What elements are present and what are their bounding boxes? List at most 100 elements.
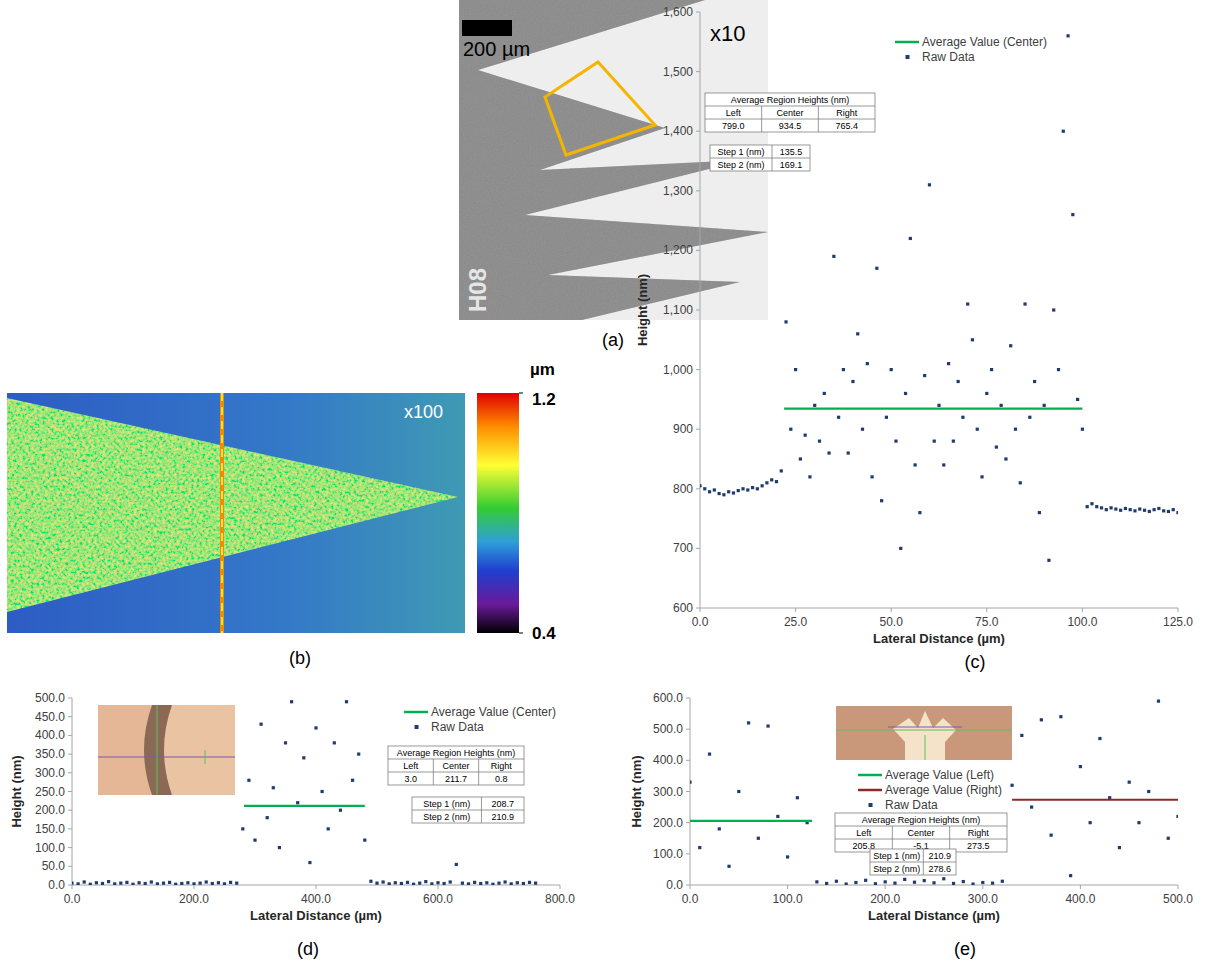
y-tick-label: 1,400 xyxy=(663,124,693,138)
colorbar-unit: µm xyxy=(530,360,555,379)
legend: Average Value (Center)Raw Data xyxy=(895,35,1047,64)
y-tick xyxy=(68,754,72,755)
x-tick-label: 500.0 xyxy=(1163,892,1193,906)
data-point xyxy=(913,881,916,884)
table-cell: 765.4 xyxy=(835,121,858,131)
data-point xyxy=(156,882,159,885)
table-cell: 278.6 xyxy=(928,864,951,874)
data-point xyxy=(698,846,701,849)
data-point xyxy=(272,786,275,789)
data-point xyxy=(1000,404,1003,407)
panel-a: 200 µmx10H08(a) xyxy=(459,0,768,350)
y-tick-label: 1,600 xyxy=(663,5,693,19)
data-point xyxy=(1133,509,1136,512)
data-point xyxy=(461,882,464,885)
inset-profile-line xyxy=(98,756,235,757)
x-tick xyxy=(700,608,701,612)
height-map-film xyxy=(7,398,458,612)
data-point xyxy=(690,781,692,784)
data-point xyxy=(732,491,735,494)
inset-micrograph xyxy=(893,711,956,760)
x-tick-label: 25.0 xyxy=(784,615,808,629)
data-point xyxy=(162,882,165,885)
y-tick xyxy=(696,429,700,430)
data-point xyxy=(1118,846,1121,849)
data-point xyxy=(406,881,409,884)
panel-label: (c) xyxy=(965,652,986,672)
table-cell: 934.5 xyxy=(779,121,802,131)
y-tick xyxy=(68,735,72,736)
data-point xyxy=(138,881,141,884)
average-line xyxy=(690,820,812,822)
data-point xyxy=(290,700,293,703)
data-point xyxy=(1050,834,1053,837)
data-point xyxy=(796,796,799,799)
y-tick xyxy=(68,810,72,811)
plot-data xyxy=(700,34,1178,562)
table-header: Left xyxy=(856,828,872,838)
table-rule xyxy=(478,759,479,785)
data-point xyxy=(1028,416,1031,419)
data-point xyxy=(866,362,869,365)
y-tick-label: 300.0 xyxy=(35,766,65,780)
table-rule xyxy=(835,839,1007,840)
table-rule xyxy=(870,862,956,863)
data-point xyxy=(914,463,917,466)
data-point xyxy=(708,753,711,756)
table-cell: Step 1 (nm) xyxy=(873,851,920,861)
table-frame xyxy=(710,145,810,171)
table-frame xyxy=(388,746,524,785)
data-point xyxy=(842,368,845,371)
y-tick xyxy=(68,866,72,867)
data-point xyxy=(1052,308,1055,311)
data-point xyxy=(942,463,945,466)
table-rule xyxy=(705,106,875,107)
data-point xyxy=(89,883,92,885)
data-point xyxy=(1176,511,1178,514)
magnification: x10 xyxy=(710,21,745,46)
data-point xyxy=(794,368,797,371)
data-point xyxy=(923,879,926,882)
x-axis-title: Lateral Distance (µm) xyxy=(250,908,382,923)
x-tick xyxy=(690,885,691,889)
data-point xyxy=(186,881,189,884)
data-point xyxy=(223,882,226,885)
data-point xyxy=(856,332,859,335)
table-cell: Step 1 (nm) xyxy=(423,799,470,809)
data-point xyxy=(131,883,134,885)
legend-swatch xyxy=(858,774,882,777)
data-point xyxy=(1086,505,1089,508)
data-point xyxy=(976,428,979,431)
inset-profile-line xyxy=(157,705,158,795)
data-point xyxy=(813,404,816,407)
panel-label: (b) xyxy=(289,648,311,668)
data-point xyxy=(1109,506,1112,509)
data-point xyxy=(534,882,537,885)
inset-profile-line xyxy=(836,730,1012,731)
table-header: Center xyxy=(776,108,803,118)
x-tick xyxy=(885,885,886,889)
data-point xyxy=(449,880,452,883)
table-frame xyxy=(705,93,875,132)
data-point xyxy=(1062,130,1065,133)
data-point xyxy=(947,362,950,365)
data-point xyxy=(962,880,965,883)
y-tick-label: 450.0 xyxy=(35,710,65,724)
data-point xyxy=(113,882,116,885)
data-point xyxy=(966,302,969,305)
y-axis-title: Height (nm) xyxy=(635,274,650,346)
panel-label: (d) xyxy=(297,939,319,959)
data-point xyxy=(1047,559,1050,562)
y-tick-label: 500.0 xyxy=(653,722,683,736)
average-line xyxy=(244,805,365,807)
y-tick-label: 600.0 xyxy=(653,691,683,705)
table-rule xyxy=(412,810,524,811)
micrograph-background xyxy=(459,0,768,320)
x-tick-label: 0.0 xyxy=(682,892,699,906)
data-point xyxy=(1157,507,1160,510)
x-tick xyxy=(787,885,788,889)
data-point xyxy=(918,511,921,514)
data-point xyxy=(713,488,716,491)
data-point xyxy=(780,469,783,472)
data-point xyxy=(424,880,427,883)
